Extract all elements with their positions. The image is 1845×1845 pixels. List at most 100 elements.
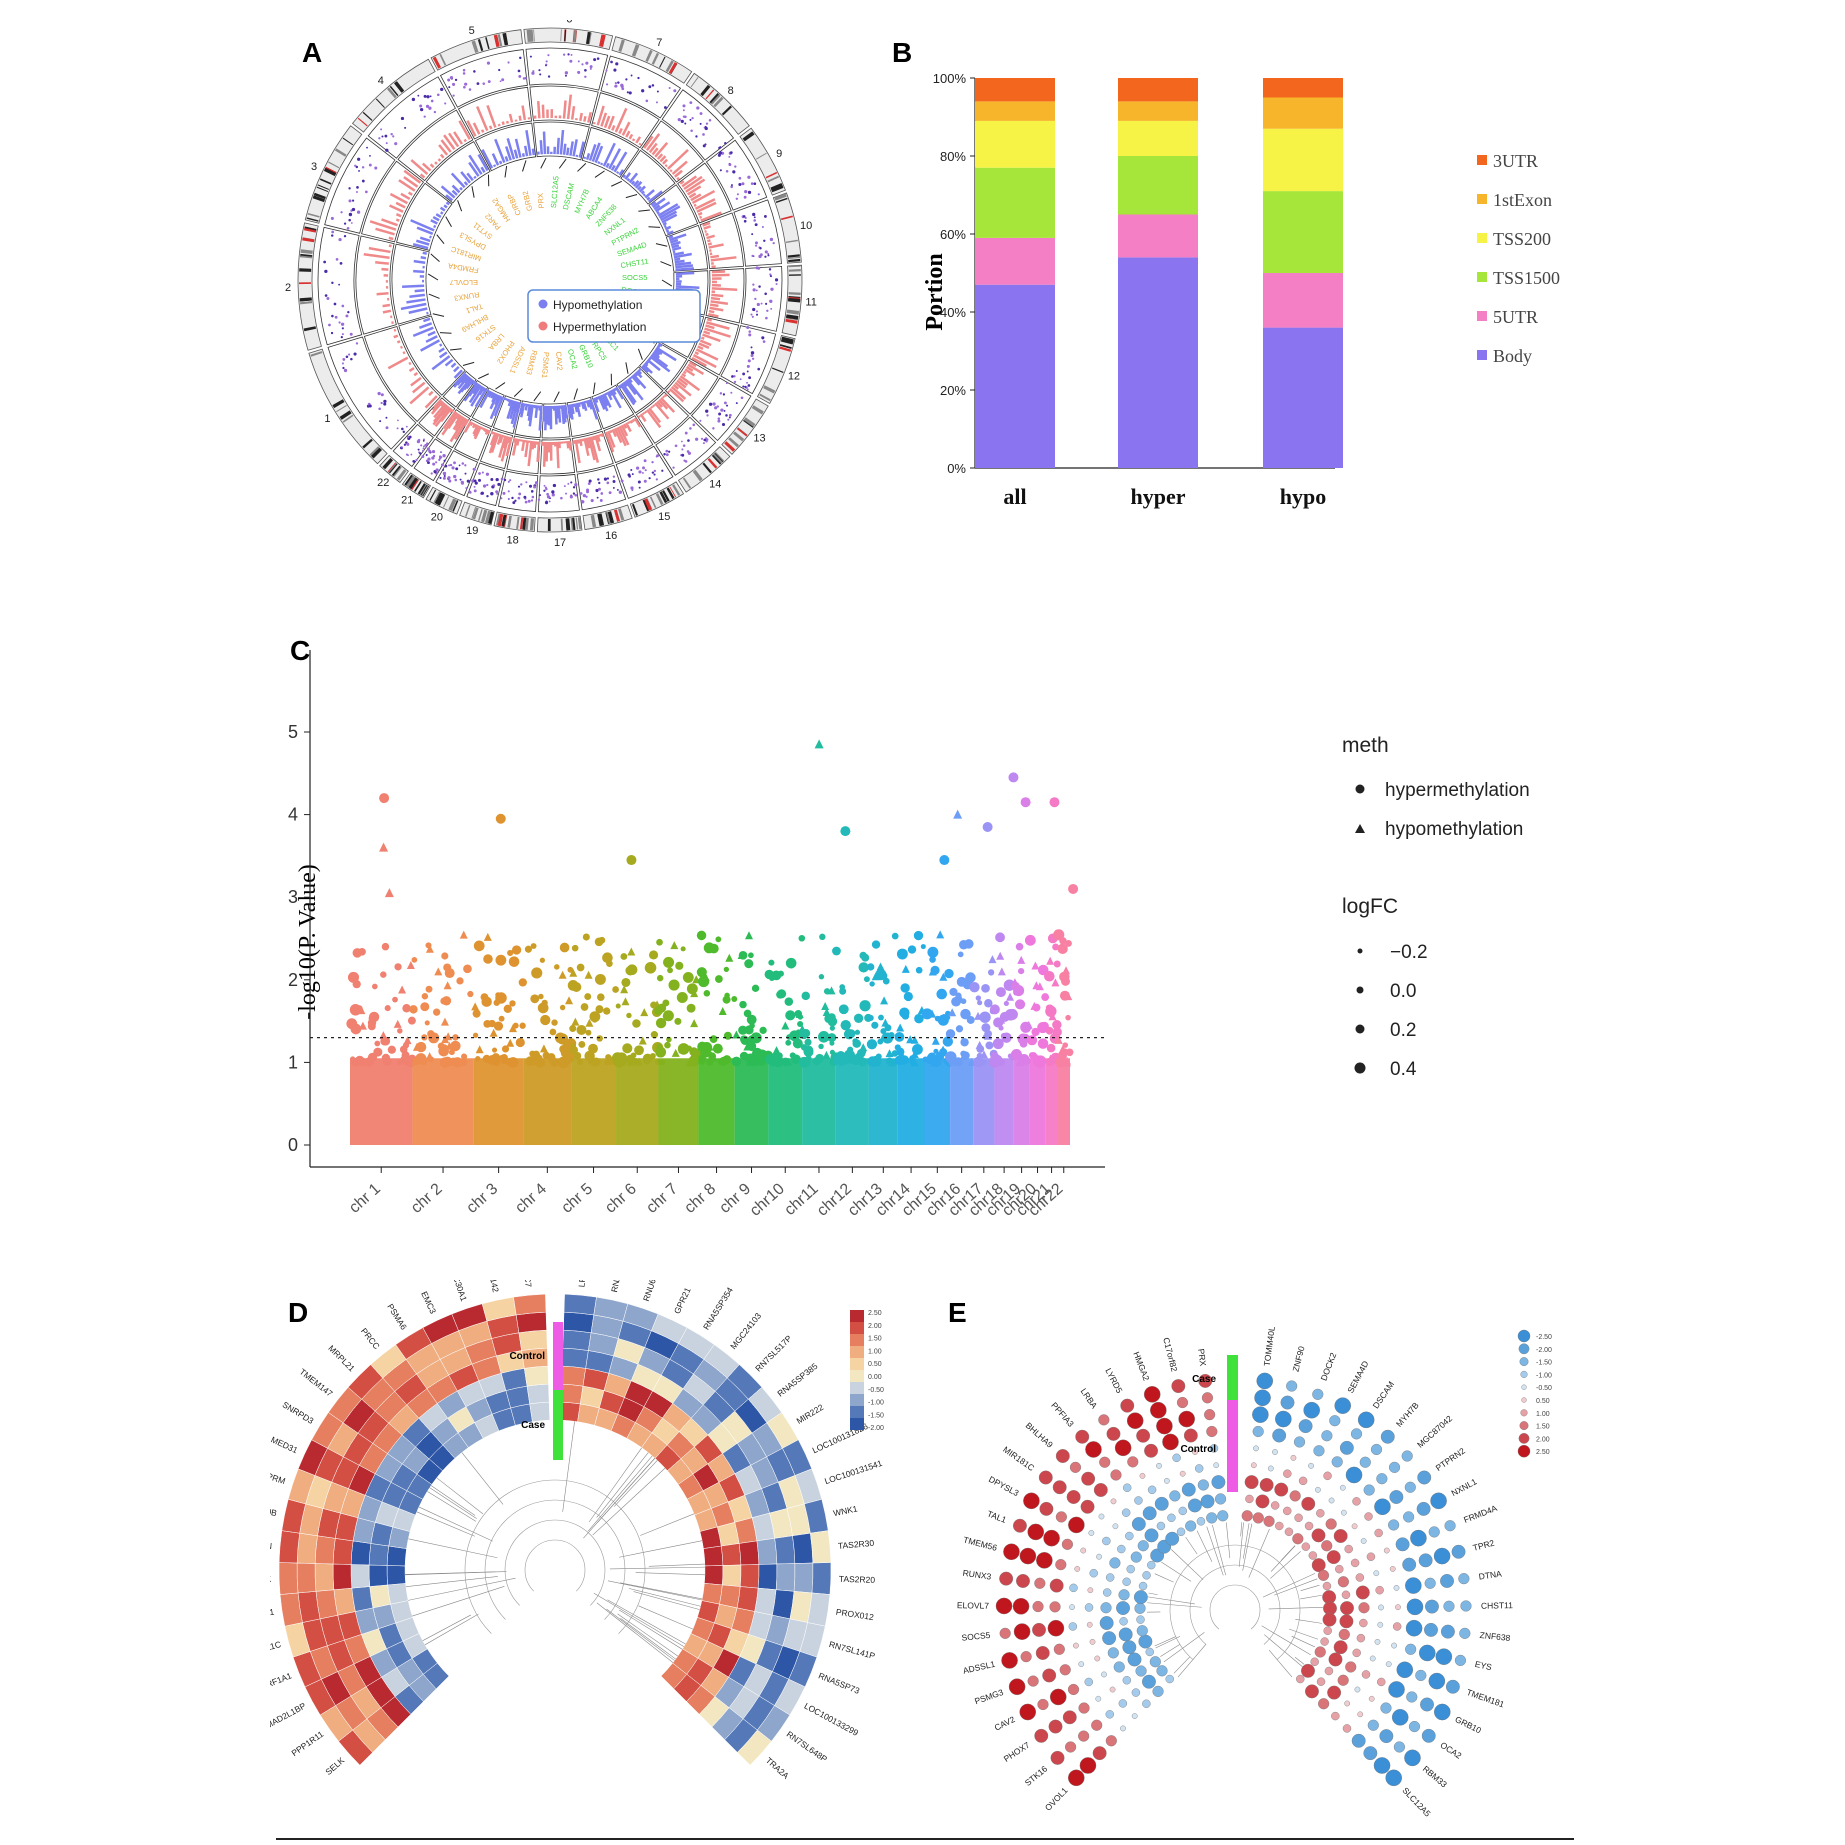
heatmap-dot — [1405, 1643, 1417, 1655]
heatmap-dot — [1393, 1741, 1405, 1753]
legend-swatch — [1477, 311, 1487, 321]
gene-label: DPYSL3 — [987, 1474, 1021, 1498]
heatmap-dot — [1340, 1601, 1354, 1615]
chromosome-point-cloud — [989, 932, 1018, 1145]
heatmap-dot — [1339, 1614, 1354, 1629]
heatmap-dot — [1339, 1440, 1354, 1455]
chromosome-label: 14 — [709, 478, 721, 490]
heatmap-dot — [1099, 1456, 1111, 1468]
heatmap-dot — [1042, 1668, 1057, 1683]
scale-label: 2.00 — [868, 1323, 882, 1330]
heatmap-cell — [314, 1563, 335, 1592]
dendrogram-branch — [648, 1563, 705, 1567]
dendrogram-branch — [562, 1421, 575, 1512]
heatmap-dot — [1290, 1454, 1297, 1461]
heatmap-dot — [1316, 1509, 1325, 1518]
heatmap-dot — [1368, 1695, 1375, 1702]
scale-label: 2.50 — [868, 1310, 882, 1317]
heatmap-dot — [1433, 1703, 1451, 1721]
heatmap-dot — [1355, 1573, 1365, 1582]
dendrogram-branch — [1294, 1656, 1305, 1665]
dendrogram-branch — [1291, 1635, 1316, 1648]
heatmap-dot — [1317, 1569, 1330, 1581]
dendrogram-branch — [1212, 1524, 1227, 1576]
gene-label: MIR222 — [795, 1402, 826, 1426]
gene-label: ELOVL7 — [957, 1600, 990, 1611]
heatmap-dot — [1147, 1560, 1156, 1570]
heatmap-dot — [1403, 1511, 1415, 1523]
chromosome-point-cloud — [731, 931, 774, 1145]
gene-label: LOC100133299 — [803, 1701, 861, 1738]
bar-legend: 3UTR 1stExon TSS200 TSS1500 5UTR Body — [1477, 151, 1560, 366]
gene-link — [432, 313, 445, 317]
heatmap-cell — [369, 1584, 391, 1609]
heatmap-dot — [1179, 1470, 1186, 1477]
dendrogram-branch — [619, 1540, 703, 1558]
heatmap-dot — [1074, 1566, 1081, 1572]
dendrogram-branch — [405, 1576, 498, 1587]
heatmap-dot — [1069, 1604, 1075, 1611]
gene-label: RNA5SP268 — [609, 1280, 629, 1293]
meth-legend-hyper-label: hypermethylation — [1385, 780, 1530, 801]
heatmap-dot — [1136, 1625, 1148, 1637]
heatmap-dot — [1038, 1470, 1053, 1485]
gene-link — [625, 362, 629, 374]
heatmap-dot — [1430, 1492, 1447, 1510]
heatmap-dot — [1087, 1587, 1094, 1594]
heatmap-cell — [296, 1532, 318, 1564]
heatmap-dot — [1327, 1685, 1342, 1700]
gene-link — [558, 158, 567, 169]
heatmap-cell — [561, 1365, 586, 1387]
gene-link — [611, 180, 622, 187]
dendrogram-branch — [1270, 1551, 1301, 1579]
heatmap-dot — [1152, 1685, 1164, 1697]
heatmap-dot — [1333, 1640, 1348, 1655]
heatmap-dot — [1162, 1433, 1179, 1451]
heatmap-dot — [1395, 1604, 1401, 1611]
dendrogram-branch — [1171, 1549, 1204, 1580]
legend-hyper-dot — [538, 321, 548, 331]
heatmap-dot — [1298, 1476, 1308, 1486]
legend-swatch — [1477, 155, 1487, 165]
group-label-control: Control — [509, 1351, 545, 1362]
dendrogram-branch — [1300, 1594, 1322, 1600]
heatmap-dot — [1134, 1496, 1143, 1505]
heatmap-dot — [1341, 1590, 1351, 1600]
legend-swatch — [1477, 272, 1487, 282]
gene-link — [660, 261, 672, 267]
heatmap-dot — [1112, 1523, 1119, 1530]
heatmap-cell — [351, 1586, 374, 1612]
heatmap-cell — [756, 1538, 778, 1565]
y-tick-label: 0% — [947, 461, 966, 476]
gene-label: HMGA2 — [1131, 1350, 1151, 1382]
heatmap-dot — [1420, 1697, 1434, 1712]
gene-label: MGC87042 — [1415, 1413, 1454, 1450]
heatmap-dot — [1326, 1550, 1341, 1564]
heatmap-dot — [1435, 1648, 1453, 1665]
gene-label: SNRPD3 — [281, 1399, 316, 1426]
circos-gene-label: ELOVL7 — [450, 278, 478, 287]
heatmap-dot — [1055, 1559, 1067, 1571]
heatmap-dot — [1357, 1711, 1364, 1718]
heatmap-dot — [1135, 1665, 1147, 1677]
chromosome-ideogram — [536, 402, 583, 533]
heatmap-dot — [1187, 1498, 1202, 1513]
heatmap-dot — [1318, 1698, 1330, 1710]
heatmap-dot — [1373, 1570, 1380, 1577]
gene-label: RNA5SP385 — [775, 1361, 819, 1399]
chromosome-point-cloud — [1024, 934, 1050, 1145]
group-bar-control — [1227, 1400, 1238, 1492]
gene-label: TMEM147 — [298, 1367, 335, 1399]
scale-label: 0.00 — [868, 1374, 882, 1381]
gene-label: RNU6-1229P — [641, 1280, 667, 1302]
circos-gene-label: SOCS5 — [622, 273, 647, 282]
bar-segment-body — [1263, 327, 1343, 468]
chromosome-ideogram — [566, 396, 633, 531]
dendrogram-branch — [1148, 1592, 1158, 1596]
scale-label: 1.00 — [868, 1348, 882, 1355]
heatmap-dot — [1102, 1588, 1112, 1597]
dendrogram-branch — [412, 1586, 505, 1617]
gene-label: TPR2 — [1472, 1538, 1496, 1553]
heatmap-dot — [1201, 1392, 1214, 1404]
heatmap-dot — [1329, 1415, 1341, 1427]
